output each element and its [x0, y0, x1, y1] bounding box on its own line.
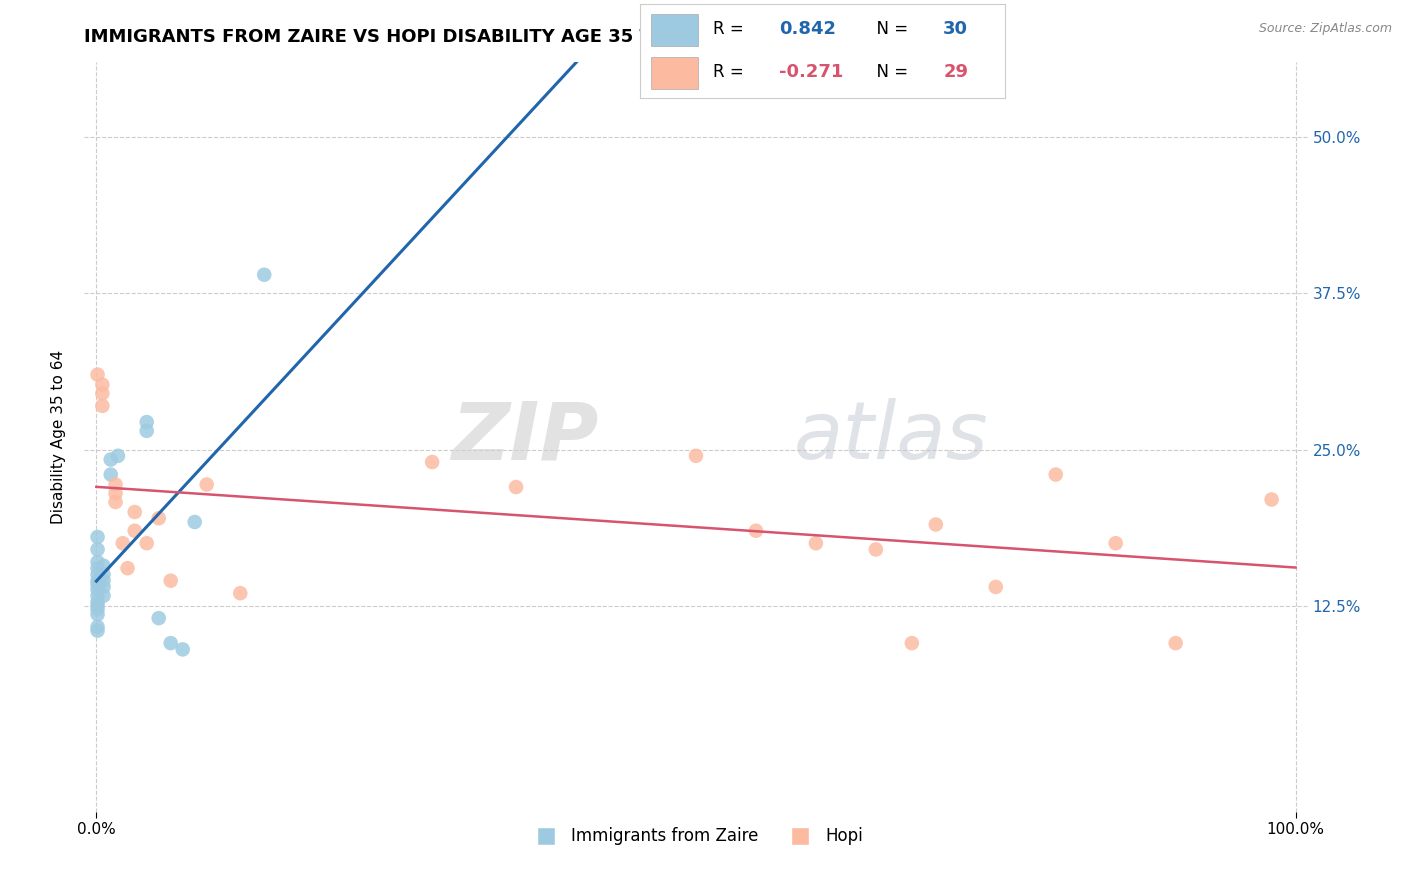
- Point: [86, 555, 108, 569]
- Point: [86, 620, 108, 634]
- Point: [86, 595, 108, 609]
- Point: [148, 511, 170, 525]
- Legend: Immigrants from Zaire, Hopi: Immigrants from Zaire, Hopi: [523, 821, 869, 852]
- Point: [420, 455, 443, 469]
- Point: [229, 586, 252, 600]
- Point: [86, 589, 108, 603]
- Y-axis label: Disability Age 35 to 64: Disability Age 35 to 64: [51, 350, 66, 524]
- Point: [159, 574, 181, 588]
- Text: 0.842: 0.842: [779, 21, 835, 38]
- Point: [253, 268, 276, 282]
- Text: -0.271: -0.271: [779, 63, 844, 81]
- Point: [86, 368, 108, 382]
- Text: N =: N =: [866, 21, 914, 38]
- Point: [148, 611, 170, 625]
- Point: [107, 449, 129, 463]
- Point: [111, 536, 134, 550]
- Point: [86, 607, 108, 622]
- Point: [804, 536, 827, 550]
- Text: R =: R =: [713, 21, 749, 38]
- Text: 29: 29: [943, 63, 969, 81]
- Point: [925, 517, 948, 532]
- Point: [91, 399, 114, 413]
- Point: [1260, 492, 1282, 507]
- Point: [104, 477, 127, 491]
- Text: 30: 30: [943, 21, 969, 38]
- FancyBboxPatch shape: [651, 57, 699, 89]
- Text: R =: R =: [713, 63, 749, 81]
- FancyBboxPatch shape: [651, 14, 699, 45]
- Point: [86, 574, 108, 588]
- Point: [984, 580, 1007, 594]
- Point: [86, 624, 108, 638]
- Point: [1164, 636, 1187, 650]
- Text: IMMIGRANTS FROM ZAIRE VS HOPI DISABILITY AGE 35 TO 64 CORRELATION CHART: IMMIGRANTS FROM ZAIRE VS HOPI DISABILITY…: [84, 28, 920, 45]
- Point: [124, 524, 146, 538]
- Point: [86, 577, 108, 591]
- Point: [135, 415, 157, 429]
- Point: [172, 642, 194, 657]
- Point: [901, 636, 924, 650]
- Point: [1105, 536, 1128, 550]
- Point: [685, 449, 707, 463]
- Point: [104, 486, 127, 500]
- Point: [1045, 467, 1067, 482]
- Text: N =: N =: [866, 63, 914, 81]
- Point: [93, 589, 115, 603]
- Point: [86, 530, 108, 544]
- Point: [86, 542, 108, 557]
- Point: [91, 386, 114, 401]
- Point: [91, 377, 114, 392]
- Point: [86, 582, 108, 597]
- Point: [865, 542, 887, 557]
- Point: [124, 505, 146, 519]
- Point: [135, 424, 157, 438]
- Point: [93, 558, 115, 573]
- Point: [93, 574, 115, 588]
- Point: [183, 515, 205, 529]
- Point: [135, 536, 157, 550]
- Point: [86, 599, 108, 613]
- Point: [93, 580, 115, 594]
- Text: ZIP: ZIP: [451, 398, 598, 476]
- Point: [159, 636, 181, 650]
- Text: atlas: atlas: [794, 398, 988, 476]
- Point: [93, 567, 115, 582]
- Text: Source: ZipAtlas.com: Source: ZipAtlas.com: [1258, 22, 1392, 36]
- Point: [86, 602, 108, 616]
- Point: [104, 495, 127, 509]
- Point: [745, 524, 768, 538]
- Point: [195, 477, 218, 491]
- Point: [100, 467, 122, 482]
- Point: [100, 452, 122, 467]
- Point: [117, 561, 139, 575]
- Point: [86, 561, 108, 575]
- Point: [86, 567, 108, 582]
- Point: [505, 480, 527, 494]
